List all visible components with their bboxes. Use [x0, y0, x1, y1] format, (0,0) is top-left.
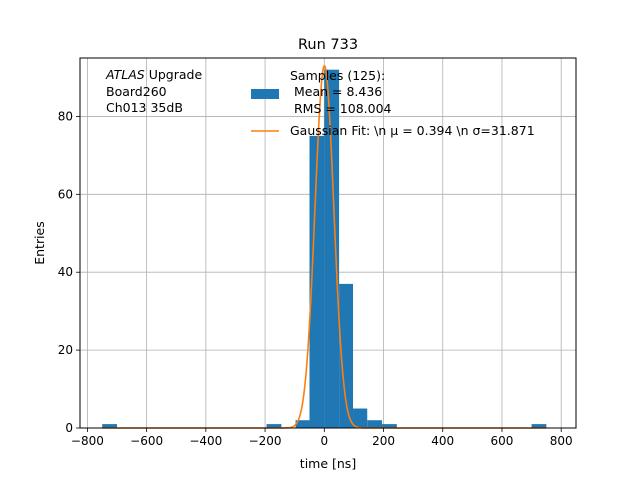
legend-fit-label: Gaussian Fit: \n μ = 0.394 \n σ=31.871 — [290, 123, 535, 138]
atlas-label: ATLAS — [105, 67, 145, 82]
histogram-bar — [102, 424, 118, 428]
plot-frame — [79, 57, 577, 429]
x-tick-label: −600 — [130, 434, 163, 448]
x-tick-label: −200 — [249, 434, 282, 448]
y-tick-label: 20 — [58, 343, 73, 357]
annotation-line-1: Upgrade — [149, 67, 203, 82]
legend-samples-line-3: RMS = 108.004 — [290, 101, 392, 116]
chart-title: Run 733 — [298, 37, 358, 53]
axis-ticks: −800 −600 −400 −200 0 200 400 600 800 0 20 40 60 80 — [58, 109, 573, 448]
histogram-bar — [367, 420, 383, 428]
histogram-bar — [309, 135, 325, 429]
histogram-bar — [382, 424, 397, 428]
x-tick-label: 600 — [491, 434, 514, 448]
atlas-annotation: ATLAS Upgrade Board260 Ch013 35dB — [105, 67, 202, 115]
annotation-line-2: Board260 — [106, 84, 167, 99]
x-tick-label: −800 — [71, 434, 104, 448]
annotation-line-3: Ch013 35dB — [106, 100, 183, 115]
y-tick-label: 0 — [65, 421, 73, 435]
histogram-bar — [531, 424, 547, 428]
y-tick-label: 60 — [58, 187, 73, 201]
histogram-bars — [102, 69, 547, 429]
y-tick-label: 40 — [58, 265, 73, 279]
histogram-bar — [324, 69, 340, 429]
x-tick-label: −400 — [189, 434, 222, 448]
histogram-bar — [353, 408, 368, 428]
legend-samples-swatch — [251, 89, 279, 99]
histogram-bar — [295, 420, 310, 428]
legend: Samples (125): Mean = 8.436 RMS = 108.00… — [251, 68, 535, 138]
y-tick-label: 80 — [58, 109, 73, 123]
x-tick-label: 400 — [431, 434, 454, 448]
legend-samples-line-2: Mean = 8.436 — [290, 84, 382, 99]
y-axis-label: Entries — [32, 221, 47, 265]
x-tick-label: 0 — [320, 434, 328, 448]
legend-samples-line-1: Samples (125): — [290, 68, 385, 83]
x-axis-label: time [ns] — [300, 456, 356, 471]
x-tick-label: 800 — [550, 434, 573, 448]
histogram-bar — [266, 424, 282, 428]
svg-text:ATLAS Upgrad: ATLAS Upgrade — [105, 67, 202, 82]
x-tick-label: 200 — [372, 434, 395, 448]
histogram-bar — [339, 283, 354, 428]
